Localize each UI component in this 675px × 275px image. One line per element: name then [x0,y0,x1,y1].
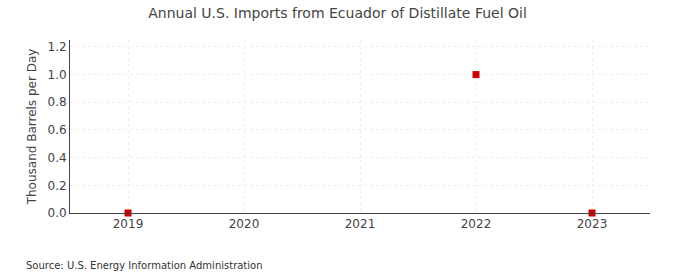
svg-text:0.6: 0.6 [48,123,67,137]
svg-text:1.2: 1.2 [48,40,67,54]
svg-text:2023: 2023 [577,217,608,231]
svg-text:2022: 2022 [461,217,492,231]
svg-text:2021: 2021 [345,217,376,231]
svg-text:2019: 2019 [113,217,144,231]
svg-text:2020: 2020 [229,217,260,231]
svg-text:Annual U.S. Imports from Ecuad: Annual U.S. Imports from Ecuador of Dist… [148,5,527,21]
svg-text:0.0: 0.0 [48,206,67,220]
svg-text:0.2: 0.2 [48,179,67,193]
svg-text:Source: U.S. Energy Informatio: Source: U.S. Energy Information Administ… [26,260,263,271]
svg-text:0.4: 0.4 [48,151,67,165]
svg-text:1.0: 1.0 [48,68,67,82]
svg-text:Thousand Barrels per Day: Thousand Barrels per Day [25,49,39,206]
svg-text:0.8: 0.8 [48,95,67,109]
